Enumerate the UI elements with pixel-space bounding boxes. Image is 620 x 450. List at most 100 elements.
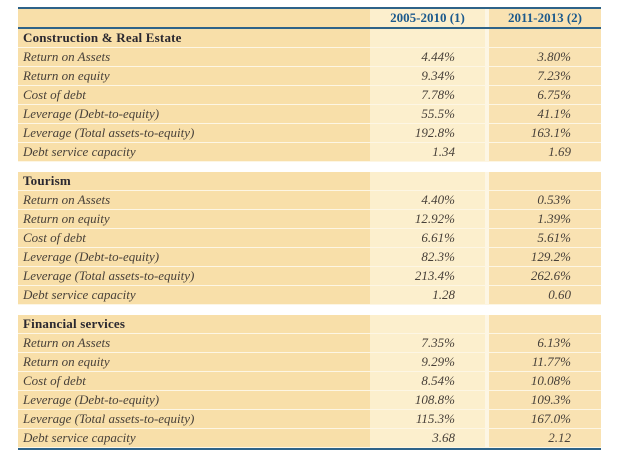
table-row: Debt service capacity 1.28 0.60 bbox=[18, 286, 601, 305]
column-separator bbox=[485, 267, 489, 285]
value-2005-2010: 3.68 bbox=[370, 429, 485, 447]
value-2011-2013: 6.75% bbox=[489, 86, 601, 104]
financial-ratios-table: 2005-2010 (1) 2011-2013 (2) Construction… bbox=[18, 7, 601, 450]
table-sections: Construction & Real Estate Return on Asse… bbox=[18, 29, 601, 448]
row-label: Leverage (Total assets-to-equity) bbox=[18, 124, 370, 142]
value-2011-2013: 7.23% bbox=[489, 67, 601, 85]
column-separator bbox=[485, 248, 489, 266]
row-label: Leverage (Debt-to-equity) bbox=[18, 391, 370, 409]
table-section: Financial services Return on Assets 7.35% 6… bbox=[18, 315, 601, 448]
column-separator bbox=[485, 29, 489, 47]
table-bottom-rule bbox=[18, 448, 601, 450]
table-row: Cost of debt 6.61% 5.61% bbox=[18, 229, 601, 248]
empty-value-cell bbox=[489, 315, 601, 333]
column-separator bbox=[485, 410, 489, 428]
empty-value-cell bbox=[370, 172, 485, 190]
table-row: Leverage (Debt-to-equity) 55.5% 41.1% bbox=[18, 105, 601, 124]
row-label: Return on Assets bbox=[18, 191, 370, 209]
value-2005-2010: 1.28 bbox=[370, 286, 485, 304]
value-2005-2010: 9.29% bbox=[370, 353, 485, 371]
table-header-row: 2005-2010 (1) 2011-2013 (2) bbox=[18, 9, 601, 27]
column-separator bbox=[485, 429, 489, 447]
table-row: Leverage (Total assets-to-equity) 192.8% 1… bbox=[18, 124, 601, 143]
value-2011-2013: 6.13% bbox=[489, 334, 601, 352]
header-bottom-rule bbox=[18, 27, 601, 29]
table-row: Cost of debt 7.78% 6.75% bbox=[18, 86, 601, 105]
column-separator bbox=[485, 286, 489, 304]
value-2011-2013: 163.1% bbox=[489, 124, 601, 142]
value-2011-2013: 262.6% bbox=[489, 267, 601, 285]
section-title: Financial services bbox=[18, 315, 370, 333]
table-row: Return on Assets 4.44% 3.80% bbox=[18, 48, 601, 67]
row-label: Cost of debt bbox=[18, 86, 370, 104]
row-label: Debt service capacity bbox=[18, 429, 370, 447]
value-2005-2010: 9.34% bbox=[370, 67, 485, 85]
row-label: Cost of debt bbox=[18, 372, 370, 390]
value-2011-2013: 10.08% bbox=[489, 372, 601, 390]
value-2011-2013: 11.77% bbox=[489, 353, 601, 371]
column-separator bbox=[485, 67, 489, 85]
table-row: Leverage (Total assets-to-equity) 213.4% 2… bbox=[18, 267, 601, 286]
column-separator bbox=[485, 86, 489, 104]
column-separator bbox=[485, 229, 489, 247]
row-label: Return on equity bbox=[18, 210, 370, 228]
value-2005-2010: 4.44% bbox=[370, 48, 485, 66]
row-label: Return on equity bbox=[18, 67, 370, 85]
column-separator bbox=[485, 315, 489, 333]
row-label: Leverage (Total assets-to-equity) bbox=[18, 267, 370, 285]
value-2005-2010: 82.3% bbox=[370, 248, 485, 266]
value-2011-2013: 0.53% bbox=[489, 191, 601, 209]
value-2005-2010: 115.3% bbox=[370, 410, 485, 428]
value-2005-2010: 55.5% bbox=[370, 105, 485, 123]
value-2005-2010: 192.8% bbox=[370, 124, 485, 142]
section-title-row: Construction & Real Estate bbox=[18, 29, 601, 48]
table-row: Cost of debt 8.54% 10.08% bbox=[18, 372, 601, 391]
header-col-2005-2010: 2005-2010 (1) bbox=[370, 9, 485, 27]
value-2005-2010: 108.8% bbox=[370, 391, 485, 409]
value-2011-2013: 1.69 bbox=[489, 143, 601, 161]
column-separator bbox=[485, 334, 489, 352]
value-2011-2013: 129.2% bbox=[489, 248, 601, 266]
empty-value-cell bbox=[370, 315, 485, 333]
row-label: Leverage (Total assets-to-equity) bbox=[18, 410, 370, 428]
value-2005-2010: 6.61% bbox=[370, 229, 485, 247]
column-separator bbox=[485, 353, 489, 371]
column-separator bbox=[485, 191, 489, 209]
table-row: Leverage (Total assets-to-equity) 115.3% 1… bbox=[18, 410, 601, 429]
column-separator bbox=[485, 9, 489, 27]
section-title-row: Financial services bbox=[18, 315, 601, 334]
value-2011-2013: 167.0% bbox=[489, 410, 601, 428]
table-section: Tourism Return on Assets 4.40% 0.53% Return … bbox=[18, 172, 601, 305]
column-separator bbox=[485, 143, 489, 161]
value-2011-2013: 5.61% bbox=[489, 229, 601, 247]
table-section: Construction & Real Estate Return on Asse… bbox=[18, 29, 601, 162]
value-2011-2013: 109.3% bbox=[489, 391, 601, 409]
value-2005-2010: 7.35% bbox=[370, 334, 485, 352]
row-label: Return on Assets bbox=[18, 334, 370, 352]
value-2005-2010: 213.4% bbox=[370, 267, 485, 285]
table-row: Return on equity 9.29% 11.77% bbox=[18, 353, 601, 372]
header-col-2011-2013: 2011-2013 (2) bbox=[489, 9, 601, 27]
empty-value-cell bbox=[489, 29, 601, 47]
row-label: Return on Assets bbox=[18, 48, 370, 66]
value-2005-2010: 12.92% bbox=[370, 210, 485, 228]
column-separator bbox=[485, 391, 489, 409]
section-title: Construction & Real Estate bbox=[18, 29, 370, 47]
column-separator bbox=[485, 372, 489, 390]
table-row: Leverage (Debt-to-equity) 108.8% 109.3% bbox=[18, 391, 601, 410]
empty-value-cell bbox=[370, 29, 485, 47]
value-2011-2013: 1.39% bbox=[489, 210, 601, 228]
table-row: Debt service capacity 1.34 1.69 bbox=[18, 143, 601, 162]
value-2011-2013: 41.1% bbox=[489, 105, 601, 123]
table-row: Return on Assets 7.35% 6.13% bbox=[18, 334, 601, 353]
column-separator bbox=[485, 48, 489, 66]
table-row: Return on equity 9.34% 7.23% bbox=[18, 67, 601, 86]
row-label: Return on equity bbox=[18, 353, 370, 371]
value-2005-2010: 7.78% bbox=[370, 86, 485, 104]
row-label: Debt service capacity bbox=[18, 143, 370, 161]
row-label: Debt service capacity bbox=[18, 286, 370, 304]
value-2005-2010: 8.54% bbox=[370, 372, 485, 390]
table-top-rule bbox=[18, 7, 601, 9]
row-label: Leverage (Debt-to-equity) bbox=[18, 105, 370, 123]
